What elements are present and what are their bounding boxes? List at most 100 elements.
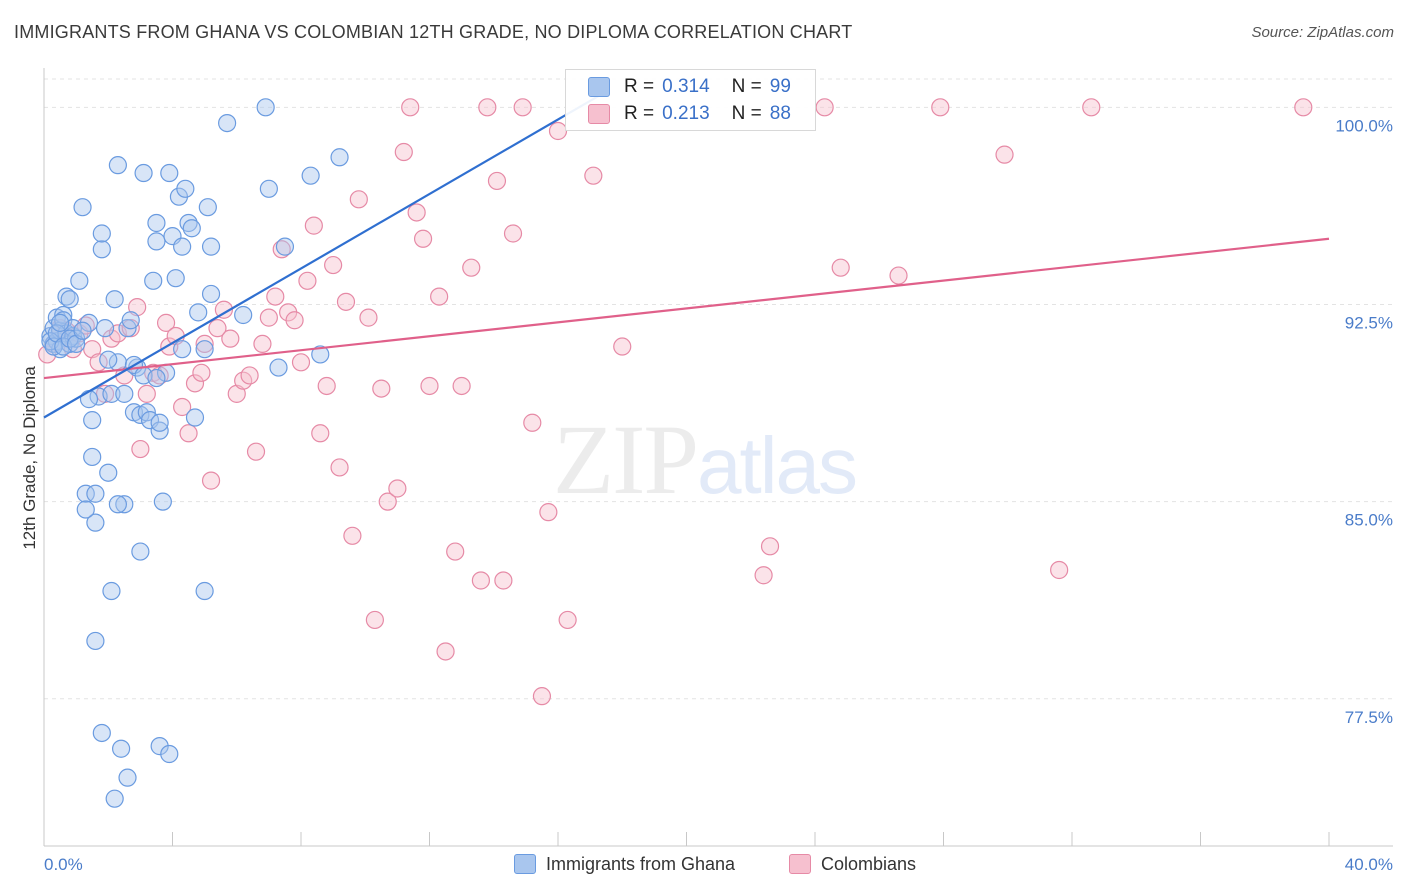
colombian-point xyxy=(336,292,356,311)
ghana-point xyxy=(92,224,111,243)
colombian-point xyxy=(365,610,384,630)
ghana-point xyxy=(256,98,275,117)
colombian-point xyxy=(1082,98,1101,117)
colombian-point xyxy=(523,413,542,432)
ghana-point xyxy=(131,542,150,561)
ghana-point xyxy=(121,311,140,330)
ghana-point xyxy=(189,303,208,322)
colombian-point xyxy=(179,424,198,443)
axes xyxy=(43,68,1393,847)
bottom-legend-swatch-colombian xyxy=(789,854,811,874)
colombian-point xyxy=(503,224,523,243)
ghana-point xyxy=(111,739,131,758)
colombian-point xyxy=(513,98,532,117)
legend-n-label-colombian: N = xyxy=(731,103,762,124)
ghana-point xyxy=(57,287,76,306)
y-axis-label: 12th Grade, No Diploma xyxy=(20,366,39,550)
legend-r-label-ghana: R = xyxy=(624,76,655,97)
colombian-point xyxy=(291,353,311,372)
ghana-point xyxy=(86,484,105,503)
colombian-point xyxy=(317,376,336,396)
colombian-point xyxy=(471,571,490,590)
ghana-point xyxy=(201,237,221,256)
ghana-point xyxy=(259,179,278,198)
colombian-point xyxy=(131,439,150,459)
colombian-point xyxy=(420,376,439,396)
colombian-point xyxy=(401,98,420,117)
colombian-point xyxy=(137,384,156,403)
colombian-point xyxy=(754,566,773,585)
bottom-legend-ghana[interactable]: Immigrants from Ghana xyxy=(514,851,735,877)
legend-swatch-colombian xyxy=(588,104,610,124)
ghana-point xyxy=(166,269,185,288)
ghana-point xyxy=(108,156,127,175)
ghana-point xyxy=(147,213,166,233)
colombian-point xyxy=(214,300,233,319)
ghana-point xyxy=(275,237,295,256)
ghana-point xyxy=(70,271,89,290)
ghana-point xyxy=(50,313,70,332)
ghana-point xyxy=(147,232,166,251)
watermark-atlas: atlas xyxy=(697,421,858,510)
colombian-point xyxy=(208,319,227,338)
colombian-point xyxy=(584,166,603,185)
colombian-point xyxy=(1294,98,1313,117)
colombian-point xyxy=(298,271,317,290)
colombian-point xyxy=(173,397,192,417)
colombian-points xyxy=(38,98,1313,706)
colombian-point xyxy=(330,458,349,477)
ghana-point xyxy=(150,421,169,440)
ghana-point xyxy=(73,321,92,340)
legend-r-label-colombian: R = xyxy=(624,103,655,124)
ghana-point xyxy=(150,413,169,432)
y-tick-label: 77.5% xyxy=(1345,708,1393,727)
legend-r-value-colombian: 0.213 xyxy=(662,103,710,124)
colombian-point xyxy=(266,287,285,306)
colombian-point xyxy=(201,471,221,490)
colombian-point xyxy=(311,424,330,443)
colombian-point xyxy=(548,121,568,141)
legend-n-label-ghana: N = xyxy=(731,76,762,97)
bottom-legend-label-colombian: Colombians xyxy=(821,853,917,874)
colombian-point xyxy=(246,442,266,461)
ghana-point xyxy=(134,163,153,183)
colombian-point xyxy=(407,203,426,222)
ghana-point xyxy=(153,492,172,511)
colombian-point xyxy=(156,313,176,332)
colombian-point xyxy=(221,329,240,348)
colombian-point xyxy=(931,98,950,117)
ghana-point xyxy=(160,163,179,183)
y-tick-label: 85.0% xyxy=(1345,511,1393,530)
ghana-point xyxy=(115,495,134,514)
colombian-point xyxy=(889,266,908,285)
bottom-legend-colombian[interactable]: Colombians xyxy=(789,851,916,877)
watermark: ZIPatlas xyxy=(553,402,858,517)
ghana-point xyxy=(195,581,214,601)
colombian-point xyxy=(995,145,1014,164)
axis-labels: 77.5% 85.0% 92.5% 100.0% 0.0% 40.0% 12th Grade… xyxy=(20,116,1393,874)
colombian-point xyxy=(253,334,272,354)
x-tick-label-max: 40.0% xyxy=(1345,855,1393,874)
colombian-point xyxy=(394,142,413,162)
colombian-point xyxy=(195,334,214,354)
ghana-point xyxy=(144,271,163,290)
colombian-point xyxy=(324,255,343,275)
colombian-point xyxy=(413,229,433,248)
ghana-point xyxy=(182,219,201,238)
ghana-point xyxy=(92,240,111,259)
colombian-point xyxy=(478,98,497,117)
ghana-point xyxy=(108,495,127,514)
colombian-point xyxy=(192,363,211,382)
colombian-point xyxy=(1050,560,1069,580)
colombian-point xyxy=(815,98,834,117)
ghana-point xyxy=(118,768,137,787)
ghana-point xyxy=(269,358,288,377)
colombian-point xyxy=(378,492,397,511)
colombian-point xyxy=(343,526,362,545)
ghana-point xyxy=(195,340,214,359)
colombian-point xyxy=(372,379,391,398)
ghana-point xyxy=(95,319,115,338)
ghana-point xyxy=(79,390,99,409)
legend-r-value-ghana: 0.314 xyxy=(662,76,710,97)
ghana-point xyxy=(185,408,205,427)
